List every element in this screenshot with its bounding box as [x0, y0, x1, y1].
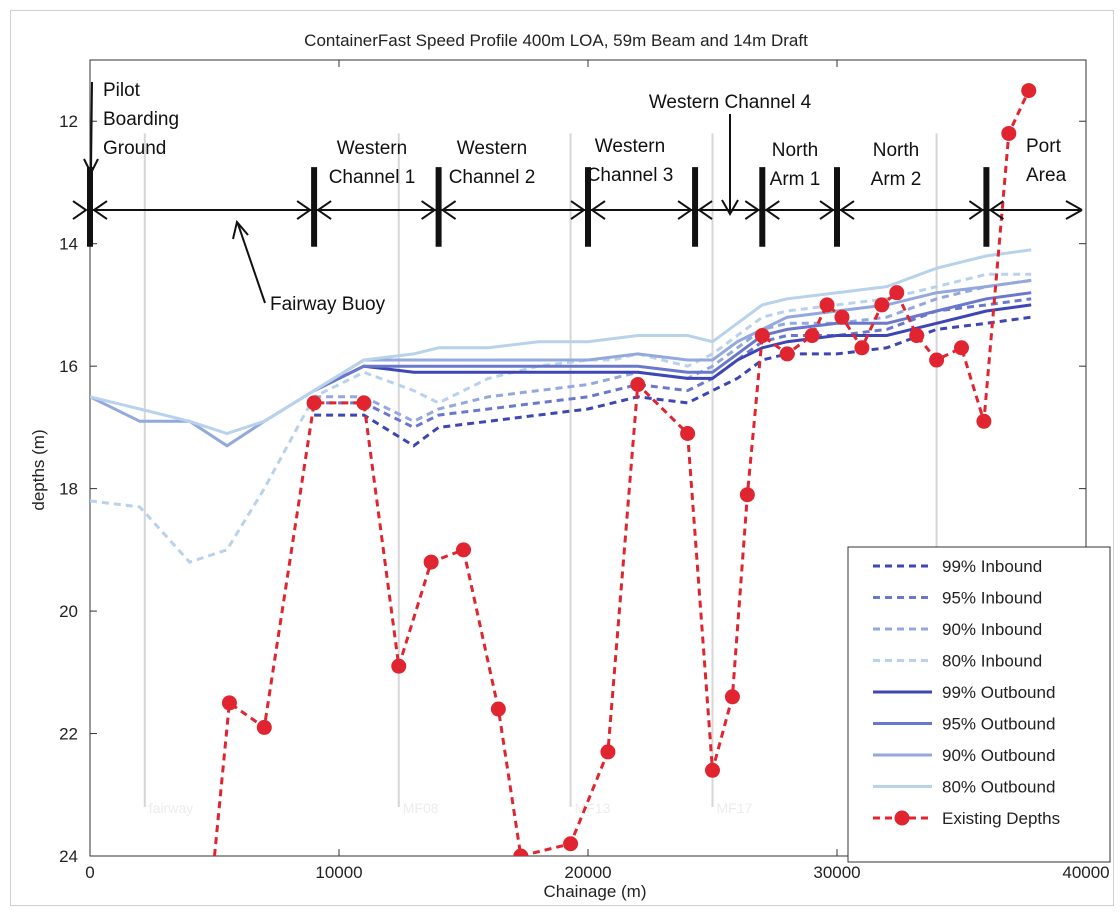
- chart-title: ContainerFast Speed Profile 400m LOA, 59…: [304, 31, 808, 50]
- segment-boundary-arrowheads: [570, 200, 606, 220]
- segment-boundary-arrowheads: [677, 200, 713, 220]
- existing-depth-point: [490, 701, 506, 717]
- y-tick-label: 18: [59, 480, 78, 499]
- segment-boundary-arrowheads: [968, 200, 1004, 220]
- segment-label: Western: [337, 138, 407, 159]
- y-tick-label: 20: [59, 602, 78, 621]
- x-tick-label: 20000: [564, 863, 611, 882]
- existing-depth-point: [834, 309, 850, 325]
- x-tick-label: 40000: [1062, 863, 1109, 882]
- existing-depth-point: [854, 340, 870, 356]
- existing-depth-point: [1001, 125, 1017, 141]
- existing-depth-point: [680, 426, 696, 442]
- existing-depth-point: [954, 340, 969, 356]
- series-line-7: [90, 248, 1032, 436]
- segment-label: Arm 2: [871, 169, 922, 190]
- segment-label: Boarding: [103, 109, 179, 130]
- existing-depth-point: [929, 352, 945, 368]
- segment-boundary-arrowheads: [72, 200, 108, 220]
- segment-boundary-arrowheads: [296, 200, 332, 220]
- series-line-6: [90, 278, 1032, 448]
- existing-depth-point: [391, 658, 407, 674]
- segment-label: Pilot: [103, 80, 141, 101]
- y-tick-label: 16: [59, 357, 78, 376]
- legend-label: 80% Outbound: [942, 778, 1055, 797]
- y-tick-label: 12: [59, 112, 78, 131]
- legend-label: 99% Outbound: [942, 683, 1055, 702]
- segment-end-arrowhead: [1065, 200, 1083, 220]
- existing-depth-point: [705, 762, 720, 778]
- pilot-pointer-arrow: [83, 81, 99, 176]
- segment-label: Arm 1: [770, 169, 821, 190]
- segment-label: Western Channel 4: [649, 92, 812, 113]
- series-line-4: [313, 303, 1032, 392]
- marker-line-label: MF17: [717, 800, 753, 816]
- x-tick-label: 10000: [315, 863, 362, 882]
- marker-line-label: MF13: [575, 800, 611, 816]
- fairway-pointer-arrow: [232, 219, 266, 304]
- existing-depth-point: [456, 542, 471, 558]
- existing-depth-point: [739, 487, 755, 503]
- segment-label: North: [772, 140, 818, 161]
- segment-label: Channel 2: [449, 167, 536, 188]
- legend-label: 90% Outbound: [942, 746, 1055, 765]
- legend-label: 80% Inbound: [942, 652, 1042, 671]
- existing-depth-point: [976, 413, 992, 429]
- plot-area: 0 10000 20000 30000 40000 12 14 16 18 20 22 24 fairw…: [59, 59, 1111, 882]
- legend-label: 95% Outbound: [942, 715, 1055, 734]
- series-line-5: [313, 291, 1032, 392]
- legend-label: Existing Depths: [942, 809, 1060, 828]
- marker-line-label: MF08: [403, 800, 439, 816]
- series-line-0: [314, 315, 1032, 448]
- segment-label: Western: [595, 136, 665, 157]
- segment-label: Port: [1026, 136, 1062, 157]
- y-tick-label: 24: [59, 847, 78, 866]
- segment-label: Western: [457, 138, 527, 159]
- existing-depth-point: [754, 328, 770, 344]
- y-tick-label: 22: [59, 725, 78, 744]
- existing-depth-point: [779, 346, 795, 362]
- y-axis-label: depths (m): [29, 429, 48, 510]
- segment-boundary-arrowheads: [744, 200, 780, 220]
- existing-depth-point: [306, 395, 322, 411]
- existing-depth-point: [909, 328, 925, 344]
- existing-depth-point: [563, 836, 579, 852]
- legend-label: 90% Inbound: [942, 620, 1042, 639]
- segment-label: Channel 3: [587, 165, 674, 186]
- segment-label: Channel 1: [329, 167, 416, 188]
- legend-box: [847, 546, 1111, 863]
- y-tick-label: 14: [59, 235, 78, 254]
- series-line-1: [314, 297, 1032, 430]
- existing-depth-point: [630, 377, 646, 393]
- segment-label: Fairway Buoy: [270, 294, 386, 315]
- marker-line-label: fairway: [149, 800, 193, 816]
- x-axis-label: Chainage (m): [544, 882, 647, 901]
- segment-boundary-arrowheads: [819, 200, 855, 220]
- existing-depth-point: [423, 554, 439, 570]
- segment-label: Ground: [103, 138, 166, 159]
- segment-boundary-arrowheads: [421, 200, 457, 220]
- legend-label: 99% Inbound: [942, 557, 1042, 576]
- existing-depth-point: [819, 297, 835, 313]
- existing-depth-point: [221, 695, 237, 711]
- series-group: [90, 83, 1037, 856]
- existing-depth-point: [513, 848, 529, 856]
- existing-depth-point: [1021, 83, 1037, 99]
- existing-depth-point: [804, 328, 820, 344]
- channel4-pointer-arrow: [721, 114, 739, 217]
- x-tick-label: 30000: [813, 863, 860, 882]
- existing-depth-point: [256, 719, 272, 735]
- existing-depth-point: [724, 689, 740, 705]
- existing-depth-point: [600, 744, 616, 760]
- x-tick-label: 0: [85, 863, 94, 882]
- segment-label: Area: [1026, 165, 1067, 186]
- existing-depth-point: [874, 297, 890, 313]
- segment-label: North: [873, 140, 919, 161]
- existing-depth-point: [356, 395, 372, 411]
- legend-swatch-marker: [894, 810, 910, 826]
- existing-depth-point: [889, 285, 905, 301]
- legend-label: 95% Inbound: [942, 589, 1042, 608]
